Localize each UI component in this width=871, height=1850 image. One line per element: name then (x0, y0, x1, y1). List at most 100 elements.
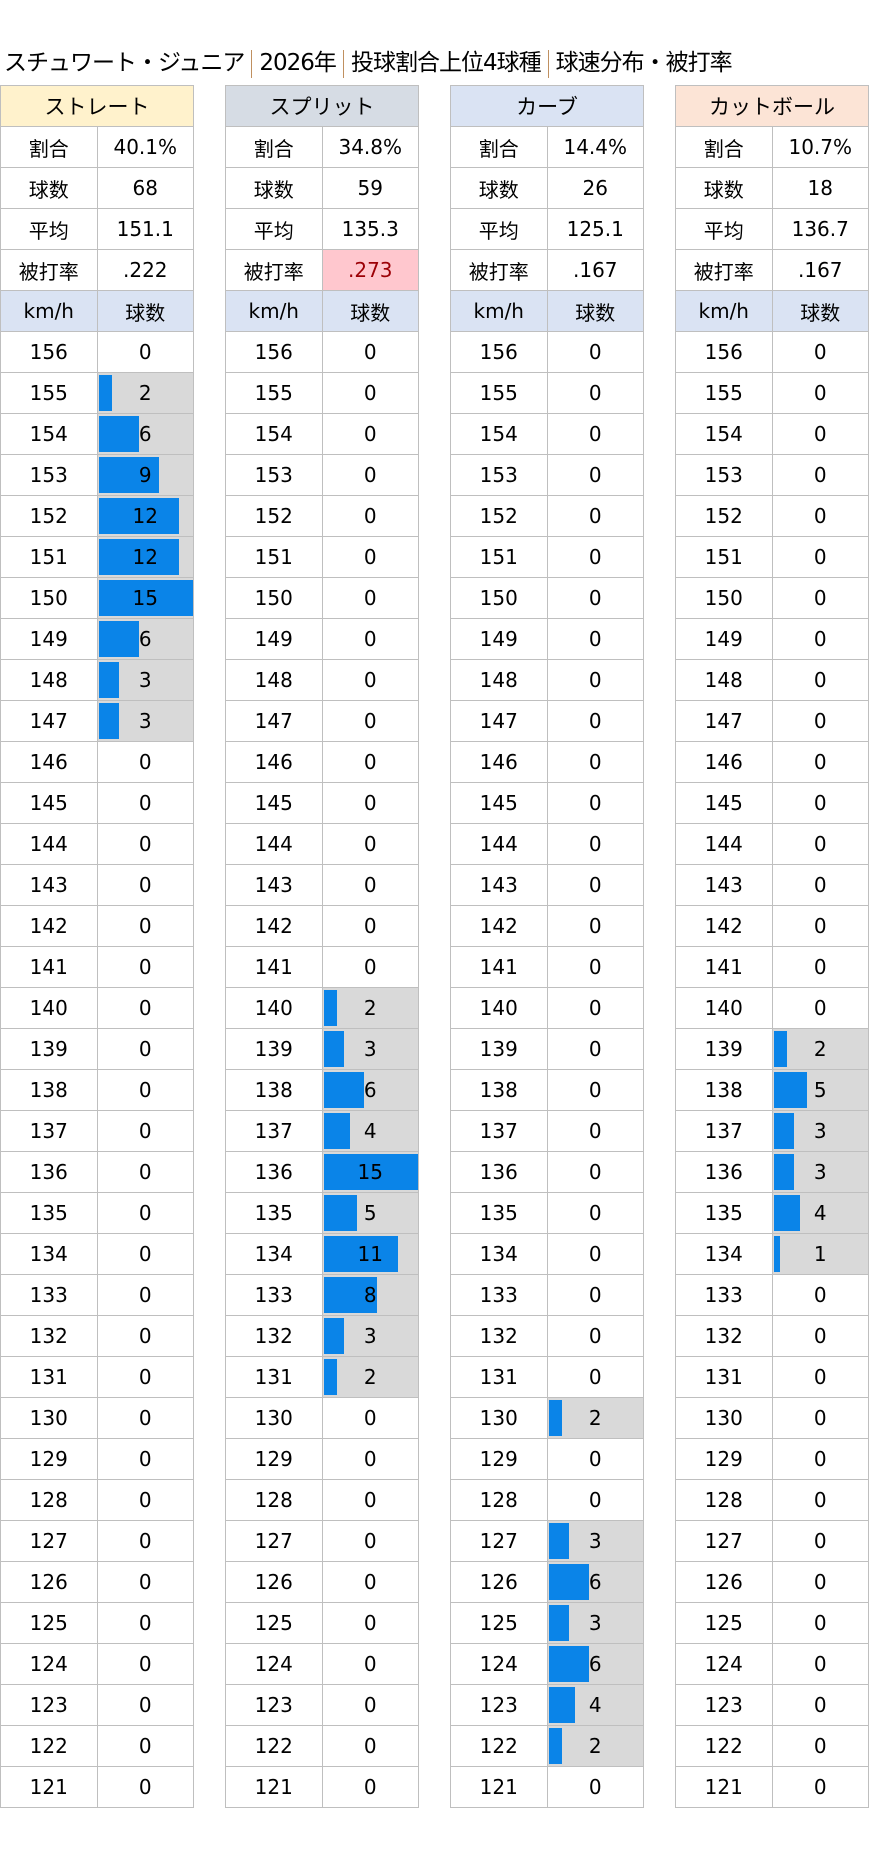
count-number: 0 (813, 1652, 827, 1676)
count-number: 0 (138, 1283, 152, 1307)
count-value: 0 (546, 1274, 644, 1316)
count-number: 0 (813, 1365, 827, 1389)
speed-value: 150 (0, 577, 98, 619)
count-value: 0 (96, 1684, 194, 1726)
count-value: 1 (771, 1233, 869, 1275)
speed-value: 153 (225, 454, 323, 496)
count-value: 0 (546, 823, 644, 865)
count-number: 0 (813, 627, 827, 651)
count-value: 0 (771, 823, 869, 865)
count-number: 0 (138, 996, 152, 1020)
table-row: 133 0 (0, 1274, 194, 1316)
count-number: 0 (588, 1201, 602, 1225)
count-number: 6 (588, 1570, 602, 1594)
table-row: 147 0 (450, 700, 644, 742)
count-bar (323, 1113, 351, 1149)
speed-value: 154 (450, 413, 548, 455)
stat-value: 151.1 (96, 208, 194, 250)
table-row: 149 6 (0, 618, 194, 660)
count-number: 0 (363, 422, 377, 446)
count-bar (323, 990, 337, 1026)
table-row: 144 0 (0, 823, 194, 865)
stat-label: 平均 (0, 208, 98, 250)
count-value: 0 (96, 946, 194, 988)
table-row: 141 0 (225, 946, 419, 988)
count-number: 1 (813, 1242, 827, 1266)
speed-value: 139 (675, 1028, 773, 1070)
count-number: 0 (363, 1570, 377, 1594)
count-value: 0 (546, 1110, 644, 1152)
count-value: 3 (771, 1151, 869, 1193)
count-value: 0 (771, 1561, 869, 1603)
table-row: 156 0 (0, 331, 194, 373)
count-value: 0 (546, 659, 644, 701)
speed-value: 143 (675, 864, 773, 906)
count-bar (548, 1523, 569, 1559)
count-number: 0 (588, 955, 602, 979)
table-row: 138 0 (0, 1069, 194, 1111)
count-number: 0 (363, 1611, 377, 1635)
count-value: 0 (96, 782, 194, 824)
count-value: 2 (321, 987, 419, 1029)
speed-value: 145 (0, 782, 98, 824)
count-value: 0 (321, 1766, 419, 1808)
speed-value: 138 (450, 1069, 548, 1111)
count-value: 0 (771, 700, 869, 742)
table-row: 126 6 (450, 1561, 644, 1603)
count-value: 2 (546, 1397, 644, 1439)
stat-row: 平均 125.1 (450, 208, 644, 250)
count-number: 0 (588, 545, 602, 569)
stat-value: 68 (96, 167, 194, 209)
count-bar (773, 1236, 781, 1272)
count-value: 0 (321, 1602, 419, 1644)
table-row: 143 0 (225, 864, 419, 906)
speed-value: 142 (450, 905, 548, 947)
count-value: 3 (546, 1520, 644, 1562)
speed-value: 152 (225, 495, 323, 537)
speed-value: 127 (675, 1520, 773, 1562)
speed-value: 151 (450, 536, 548, 578)
table-row: 151 12 (0, 536, 194, 578)
count-value: 0 (321, 700, 419, 742)
count-value: 0 (546, 495, 644, 537)
stat-row: 平均 135.3 (225, 208, 419, 250)
stat-row: 被打率 .167 (450, 249, 644, 291)
stat-value: 135.3 (321, 208, 419, 250)
speed-value: 135 (225, 1192, 323, 1234)
stat-label: 球数 (0, 167, 98, 209)
speed-value: 152 (0, 495, 98, 537)
count-number: 15 (132, 586, 158, 610)
pitch-name: カーブ (450, 85, 644, 127)
speed-value: 149 (0, 618, 98, 660)
speed-value: 143 (0, 864, 98, 906)
table-row: 135 5 (225, 1192, 419, 1234)
speed-value: 155 (450, 372, 548, 414)
speed-value: 129 (675, 1438, 773, 1480)
count-number: 0 (363, 627, 377, 651)
speed-value: 141 (225, 946, 323, 988)
stat-row: 球数 59 (225, 167, 419, 209)
speed-value: 130 (675, 1397, 773, 1439)
title-player: スチュワート・ジュニア (4, 50, 245, 76)
count-number: 0 (813, 750, 827, 774)
speed-value: 123 (675, 1684, 773, 1726)
table-row: 142 0 (0, 905, 194, 947)
distribution-header-row: km/h 球数 (675, 290, 869, 332)
count-value: 0 (771, 536, 869, 578)
speed-value: 154 (225, 413, 323, 455)
count-value: 0 (771, 741, 869, 783)
table-row: 147 0 (225, 700, 419, 742)
count-number: 0 (813, 545, 827, 569)
count-value: 3 (96, 700, 194, 742)
table-row: 152 0 (450, 495, 644, 537)
count-value: 0 (546, 700, 644, 742)
table-row: 123 4 (450, 1684, 644, 1726)
count-value: 0 (546, 413, 644, 455)
speed-value: 133 (225, 1274, 323, 1316)
table-row: 149 0 (675, 618, 869, 660)
count-number: 0 (813, 1775, 827, 1799)
table-row: 139 0 (0, 1028, 194, 1070)
table-row: 139 0 (450, 1028, 644, 1070)
table-row: 150 15 (0, 577, 194, 619)
table-row: 126 0 (0, 1561, 194, 1603)
